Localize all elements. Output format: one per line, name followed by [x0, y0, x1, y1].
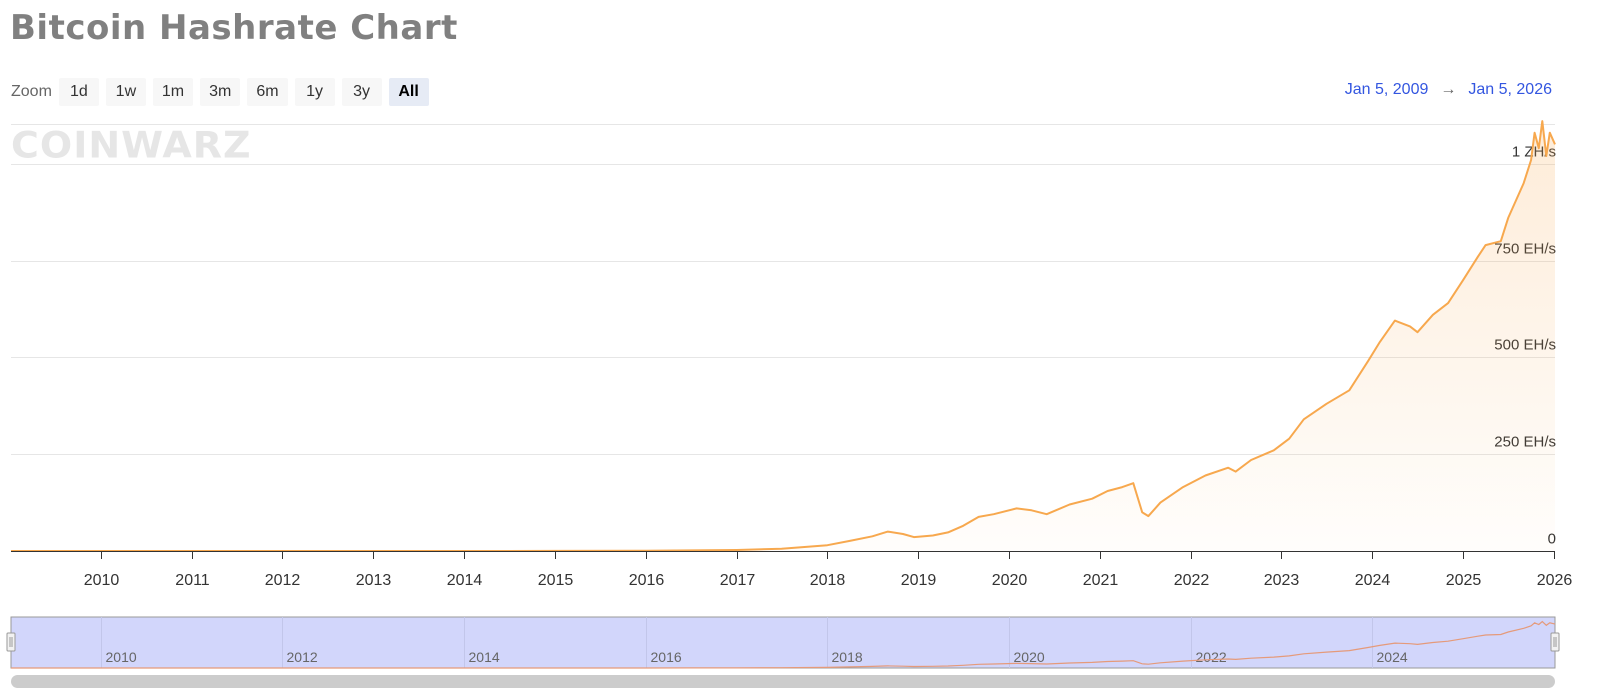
range-start-date[interactable]: Jan 5, 2009 — [1344, 81, 1429, 98]
x-tick-label: 2019 — [901, 572, 937, 589]
x-tick-label: 2023 — [1264, 572, 1300, 589]
range-end-date[interactable]: Jan 5, 2026 — [1468, 81, 1552, 98]
navigator-scrollbar[interactable] — [11, 675, 1555, 688]
x-tick-label: 2011 — [175, 572, 210, 589]
coinwarz-watermark-logo: COINWARZ — [11, 124, 252, 166]
navigator-tick-label: 2018 — [832, 649, 863, 665]
x-tick-label: 2014 — [447, 572, 483, 589]
date-range: Jan 5, 2009 → Jan 5, 2026 — [1345, 81, 1552, 99]
zoom-label: Zoom — [11, 83, 52, 100]
navigator-tick-label: 2022 — [1196, 649, 1227, 665]
navigator-series-line — [11, 620, 1556, 669]
zoom-1d-button[interactable]: 1d — [58, 78, 99, 106]
zoom-bar: Zoom 1d 1w 1m 3m 6m 1y 3y All — [11, 78, 436, 106]
navigator-tick-label: 2020 — [1014, 649, 1045, 665]
x-tick-label: 2022 — [1174, 572, 1210, 589]
navigator-tick-label: 2024 — [1377, 649, 1408, 665]
zoom-3y-button[interactable]: 3y — [341, 78, 382, 106]
x-tick-label: 2026 — [1537, 572, 1573, 589]
page-title: Bitcoin Hashrate Chart — [10, 8, 458, 48]
zoom-1y-button[interactable]: 1y — [294, 78, 335, 106]
x-tick-label: 2012 — [265, 572, 301, 589]
zoom-1m-button[interactable]: 1m — [152, 78, 194, 106]
x-tick-label: 2015 — [538, 572, 574, 589]
x-tick-label: 2016 — [629, 572, 665, 589]
x-tick-label: 2013 — [356, 572, 392, 589]
zoom-6m-button[interactable]: 6m — [247, 78, 288, 106]
navigator-tick-label: 2012 — [287, 649, 318, 665]
x-tick-label: 2024 — [1355, 572, 1391, 589]
hashrate-line — [11, 120, 1556, 552]
x-tick-label: 2025 — [1446, 572, 1482, 589]
x-tick-label: 2017 — [720, 572, 756, 589]
navigator-tick-label: 2016 — [651, 649, 682, 665]
x-tick-label: 2020 — [992, 572, 1028, 589]
x-tick-label: 2010 — [84, 572, 120, 589]
navigator-tick-label: 2010 — [106, 649, 137, 665]
hashrate-area — [11, 121, 1555, 551]
range-arrow-icon: → — [1440, 81, 1457, 98]
zoom-1w-button[interactable]: 1w — [105, 78, 146, 106]
navigator-right-handle[interactable] — [1550, 632, 1560, 652]
navigator-tick-label: 2014 — [469, 649, 500, 665]
navigator-selection — [10, 616, 1556, 669]
zoom-all-button[interactable]: All — [388, 78, 429, 106]
zoom-3m-button[interactable]: 3m — [200, 78, 241, 106]
x-tick-label: 2021 — [1083, 572, 1119, 589]
x-tick-label: 2018 — [810, 572, 846, 589]
navigator-left-handle[interactable] — [6, 632, 16, 652]
